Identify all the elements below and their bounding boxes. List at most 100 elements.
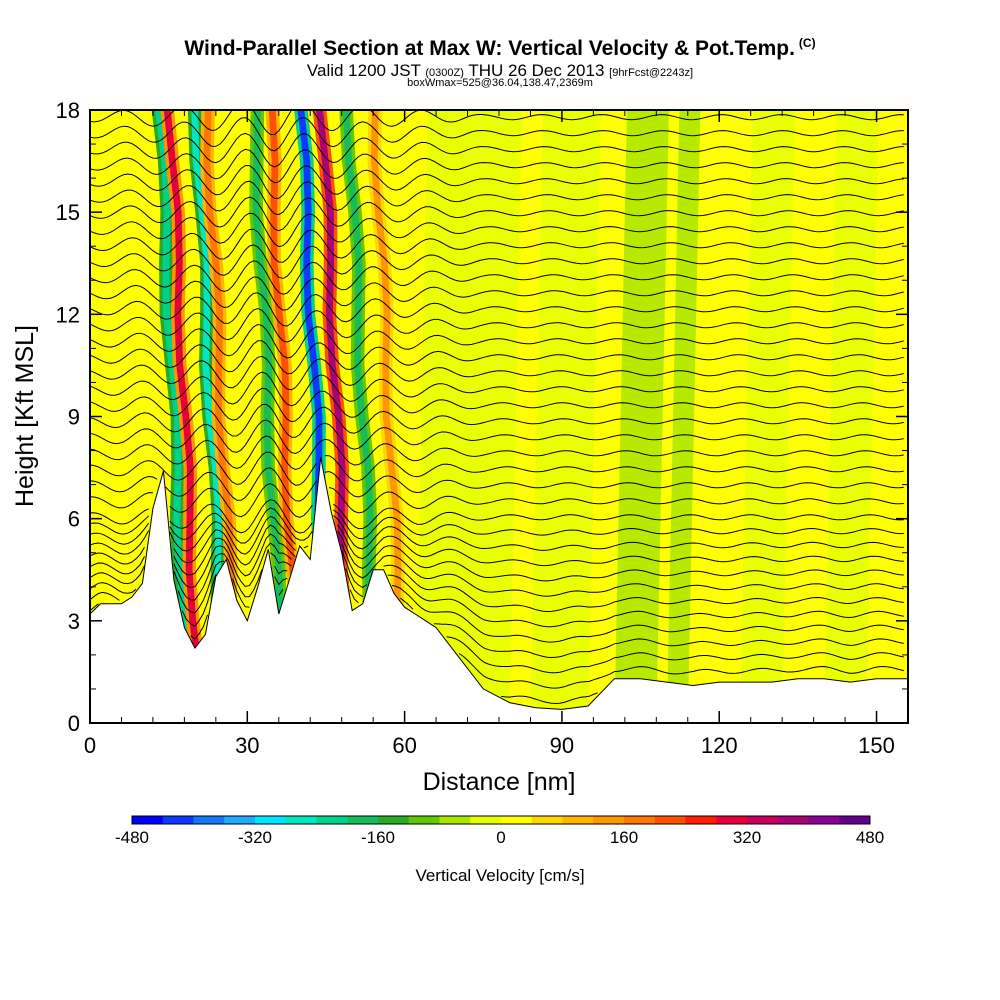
pot-temp-contour (90, 387, 904, 423)
terrain-mask (90, 457, 908, 723)
velocity-band-core (155, 110, 193, 723)
colorbar-label: -480 (115, 828, 149, 847)
pot-temp-contour (90, 180, 904, 216)
y-tick-label: 18 (56, 98, 80, 123)
pot-temp-contour (90, 467, 904, 502)
pot-temp-contour (90, 228, 904, 263)
valid-time-subtitle: Valid 1200 JST (0300Z) THU 26 Dec 2013 [… (306, 61, 694, 80)
pot-temp-contour (501, 692, 598, 705)
colorbar-swatch (501, 816, 533, 824)
colorbar-label: 0 (496, 828, 505, 847)
pot-temp-contour (90, 515, 904, 555)
y-tick-label: 6 (68, 507, 80, 532)
colorbar-swatch (562, 816, 594, 824)
weak-downdraft-band (415, 110, 523, 723)
weak-downdraft-band (614, 110, 669, 723)
pot-temp-contour (90, 292, 904, 327)
pot-temp-contour (90, 499, 904, 534)
colorbar-swatch (593, 816, 625, 824)
pot-temp-contour (90, 507, 904, 544)
colorbar-swatch (408, 816, 440, 824)
colorbar-swatch (255, 816, 287, 824)
pot-temp-contour (90, 132, 904, 168)
colorbar-swatch (685, 816, 717, 824)
pot-temp-contour (458, 653, 904, 689)
pot-temp-contour (90, 165, 904, 200)
x-tick-label: 30 (235, 733, 259, 758)
colorbar-swatch (808, 816, 840, 824)
pot-temp-contour (90, 212, 904, 248)
x-tick-label: 60 (392, 733, 416, 758)
colorbar-swatch (654, 816, 686, 824)
y-tick-label: 0 (68, 711, 80, 736)
axes: 0 30 60 90 120 150 0 3 6 9 12 15 18 (56, 98, 909, 758)
colorbar-swatch (839, 816, 871, 824)
x-tick-label: 120 (701, 733, 738, 758)
colorbar-label: 160 (610, 828, 638, 847)
plot-area (90, 110, 908, 723)
x-axis-title: Distance [nm] (423, 768, 576, 796)
pot-temp-contour (90, 196, 904, 232)
colorbar-label: 320 (733, 828, 761, 847)
pot-temp-contour (90, 451, 904, 486)
velocity-band-core (370, 110, 409, 723)
velocity-band-core (297, 110, 335, 723)
colorbar-label: -160 (361, 828, 395, 847)
pot-temp-contour (90, 419, 904, 455)
weak-downdraft-band (666, 110, 701, 723)
pot-temp-contour (90, 355, 904, 391)
colorbar-swatch (347, 816, 379, 824)
colorbar-swatch (193, 816, 225, 824)
colorbar-label: -320 (238, 828, 272, 847)
pot-temp-contour (90, 542, 904, 597)
pot-temp-contour (90, 589, 904, 659)
pot-temp-contour (90, 530, 904, 582)
velocity-band-core (342, 110, 385, 723)
colorbar-swatch (378, 816, 410, 824)
colorbar-swatch (316, 816, 348, 824)
colorbar-swatch (285, 816, 317, 824)
pot-temp-contour (90, 340, 904, 375)
colorbar-swatch (470, 816, 502, 824)
colorbar-swatch (716, 816, 748, 824)
colorbar-swatch (531, 816, 563, 824)
pot-temp-contour (90, 148, 904, 184)
y-axis-title: Height [Kft MSL] (11, 325, 39, 507)
velocity-band-core (191, 110, 232, 723)
y-tick-label: 9 (68, 405, 80, 430)
pot-temp-contour (90, 116, 904, 152)
pot-temp-contour (90, 244, 904, 279)
pot-temp-contour (90, 371, 904, 407)
x-tick-label: 0 (84, 733, 96, 758)
colorbar-swatch (162, 816, 194, 824)
weak-downdraft-band (824, 110, 879, 723)
velocity-band-core (316, 110, 357, 723)
pot-temp-contour (90, 323, 904, 359)
y-tick-label: 12 (56, 302, 80, 327)
box-wmax-caption: boxWmax=525@36.04,138.47,2369m (407, 77, 593, 89)
x-tick-label: 150 (858, 733, 895, 758)
pot-temp-contour (90, 574, 904, 643)
colorbar-swatch (747, 816, 779, 824)
colorbar-swatch (777, 816, 809, 824)
pot-temp-contour (90, 276, 904, 311)
velocity-band-core (163, 110, 206, 723)
colorbar-title: Vertical Velocity [cm/s] (415, 866, 584, 885)
chart-title: Wind-Parallel Section at Max W: Vertical… (184, 36, 816, 60)
pot-temp-contours (90, 110, 904, 705)
pot-temp-contour (90, 403, 904, 438)
colorbar-frame (131, 815, 871, 825)
pot-temp-contour (90, 483, 904, 518)
velocity-band-core (203, 110, 240, 723)
colorbar: -480 -320 -160 0 160 320 480 (115, 815, 884, 847)
colorbar-swatch (624, 816, 656, 824)
copyright-mark: (C) (798, 36, 816, 50)
pot-temp-contour (90, 524, 904, 567)
pot-temp-contour (90, 560, 904, 628)
pot-temp-contour (446, 636, 904, 674)
x-tick-label: 90 (550, 733, 574, 758)
colorbar-swatch (224, 816, 256, 824)
pot-temp-contour (90, 307, 904, 343)
pot-temp-contour (90, 550, 904, 613)
